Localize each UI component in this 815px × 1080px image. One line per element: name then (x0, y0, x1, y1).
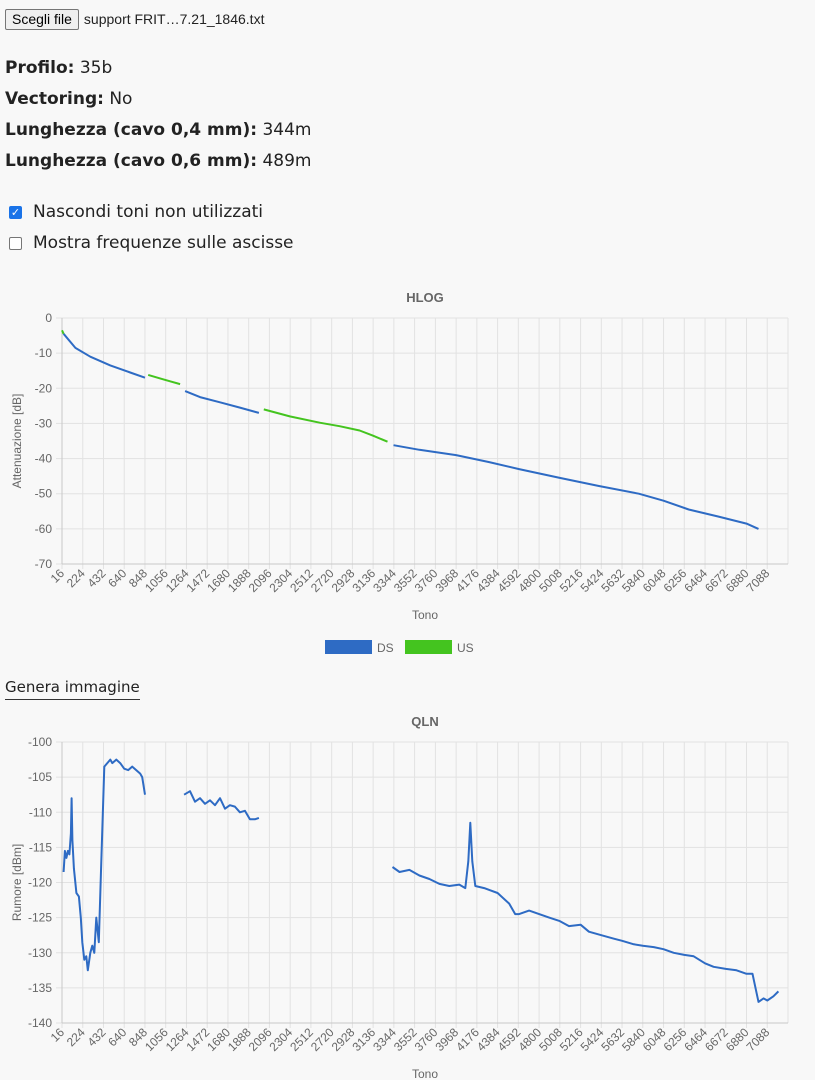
y-tick-label: 0 (45, 311, 52, 325)
choose-file-button[interactable]: Scegli file (5, 8, 79, 30)
info-value: 35b (79, 58, 113, 78)
y-tick-label: -140 (28, 1016, 52, 1030)
y-tick-label: -105 (28, 770, 52, 784)
x-tick-label: 432 (85, 566, 109, 590)
x-tick-label: 224 (64, 566, 88, 590)
y-tick-label: -120 (28, 876, 52, 890)
chart-title: QLN (411, 714, 438, 729)
x-tick-label: 7088 (744, 1025, 773, 1054)
series-line-us (61, 329, 65, 335)
show-frequencies-checkbox[interactable] (9, 236, 22, 250)
info-vectoring: Vectoring: No (5, 89, 132, 109)
series-line-ds (184, 390, 260, 414)
info-label: Lunghezza (cavo 0,4 mm): (5, 120, 258, 140)
y-tick-label: -60 (35, 522, 53, 536)
series-line-ds (62, 758, 146, 972)
y-tick-label: -100 (28, 735, 52, 749)
info-label: Lunghezza (cavo 0,6 mm): (5, 151, 258, 171)
qln-chart: QLN1622443264084810561264147216801888209… (10, 714, 789, 1080)
info-value: No (109, 89, 133, 109)
info-label: Vectoring: (5, 89, 104, 109)
series-line-ds (183, 790, 260, 821)
series-line-ds (391, 821, 780, 1003)
y-tick-label: -135 (28, 981, 52, 995)
y-tick-label: -20 (35, 381, 53, 395)
hide-unused-tones-option[interactable]: Nascondi toni non utilizzati (5, 202, 263, 222)
x-tick-label: 7088 (744, 566, 773, 595)
series-line-ds (393, 444, 759, 530)
y-tick-label: -10 (35, 346, 53, 360)
info-profile: Profilo: 35b (5, 58, 112, 78)
info-length-04: Lunghezza (cavo 0,4 mm): 344m (5, 120, 311, 140)
y-tick-label: -70 (35, 557, 53, 571)
series-line-us (147, 373, 181, 386)
info-label: Profilo: (5, 58, 75, 78)
y-tick-label: -40 (35, 452, 53, 466)
series-line-us (263, 408, 388, 443)
x-axis-label: Tono (412, 1067, 438, 1080)
option-label: Mostra frequenze sulle ascisse (33, 233, 294, 253)
hide-unused-tones-checkbox[interactable] (9, 205, 22, 219)
y-tick-label: -110 (29, 805, 52, 819)
y-tick-label: -130 (28, 946, 52, 960)
x-tick-label: 224 (64, 1025, 88, 1049)
legend-swatch (325, 640, 372, 654)
hlog-chart: HLOG162244326408481056126414721680188820… (10, 290, 789, 655)
info-value: 489m (262, 151, 312, 171)
x-axis-label: Tono (412, 608, 438, 622)
y-axis-label: Rumore [dBm] (10, 844, 24, 921)
generate-image-button[interactable]: Genera immagine (5, 678, 140, 700)
y-tick-label: -115 (29, 840, 52, 854)
x-tick-label: 432 (85, 1025, 109, 1049)
x-tick-label: 640 (105, 1025, 129, 1049)
series-line-ds (62, 333, 146, 379)
x-tick-label: 640 (105, 566, 129, 590)
y-tick-label: -30 (35, 416, 53, 430)
file-picker: Scegli file support FRIT…7.21_1846.txt (5, 8, 264, 30)
show-frequencies-option[interactable]: Mostra frequenze sulle ascisse (5, 233, 294, 253)
legend-label: DS (377, 641, 394, 655)
file-name: support FRIT…7.21_1846.txt (83, 11, 265, 27)
chart-title: HLOG (406, 290, 444, 305)
y-tick-label: -50 (35, 487, 53, 501)
legend-swatch (405, 640, 452, 654)
legend-label: US (457, 641, 474, 655)
y-tick-label: -125 (28, 911, 52, 925)
info-value: 344m (262, 120, 312, 140)
option-label: Nascondi toni non utilizzati (33, 202, 264, 222)
y-axis-label: Attenuazione [dB] (10, 394, 24, 489)
info-length-06: Lunghezza (cavo 0,6 mm): 489m (5, 151, 311, 171)
